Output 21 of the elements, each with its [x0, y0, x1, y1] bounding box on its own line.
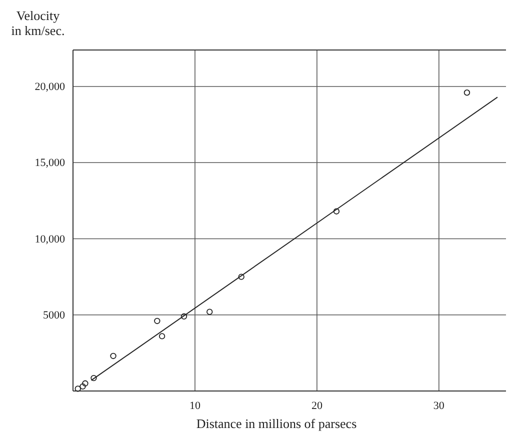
y-tick-label: 5000 [43, 309, 66, 322]
point [82, 380, 88, 386]
point [238, 274, 244, 280]
y-tick-label: 15,000 [34, 157, 66, 170]
point [110, 352, 116, 360]
point [80, 383, 86, 390]
x-axis-title: Distance in millions of parsecs [196, 416, 357, 431]
point [90, 374, 97, 382]
point [206, 308, 213, 315]
point [180, 313, 188, 320]
point [154, 318, 160, 324]
y-tick-label: 20,000 [34, 81, 66, 94]
x-tick-label: 30 [433, 400, 445, 412]
y-tick-label: 10,000 [34, 233, 66, 246]
point [158, 333, 166, 340]
point [74, 386, 81, 392]
x-tick-label: 10 [189, 400, 201, 412]
point [333, 208, 340, 214]
y-axis-title: Velocity in km/sec. [11, 8, 65, 38]
point [464, 90, 470, 96]
x-tick-label: 20 [311, 400, 323, 412]
